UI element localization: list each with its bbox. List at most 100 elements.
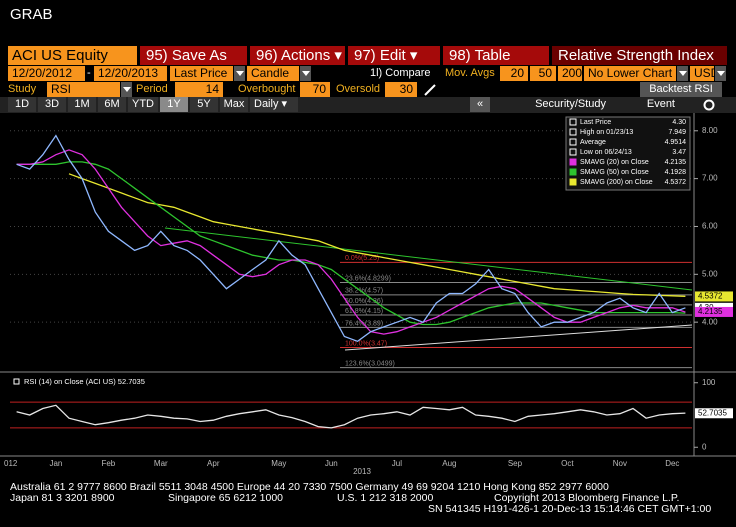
legend-value: 4.9514	[665, 139, 687, 146]
legend-box	[565, 116, 691, 191]
x-tick-label: Feb	[101, 459, 115, 468]
frequency-button[interactable]: Daily ▾	[250, 97, 298, 112]
y-tick-label: 6.00	[702, 222, 718, 231]
x-tick-label: Sep	[508, 459, 523, 468]
footer-line: Singapore 65 6212 1000	[168, 492, 284, 504]
table-button[interactable]: 98) Table	[443, 46, 550, 65]
x-tick-label: Apr	[207, 459, 220, 468]
oversold-label: Oversold	[336, 83, 381, 95]
range-button[interactable]: 1M	[68, 97, 96, 112]
range-button[interactable]: Max	[220, 97, 248, 112]
value-marker-label: 4.2135	[698, 307, 723, 316]
x-tick-label: Aug	[442, 459, 456, 468]
x-tick-label: Nov	[613, 459, 627, 468]
footer-line: Australia 61 2 9777 8600 Brazil 5511 304…	[10, 481, 609, 493]
window-title: GRAB	[10, 6, 53, 23]
footer-line: Copyright 2013 Bloomberg Finance L.P.	[494, 492, 680, 504]
legend-label: SMAVG (200) on Close	[580, 179, 653, 186]
mov-avg-field[interactable]: 200	[558, 66, 582, 81]
period-field[interactable]: 14	[175, 82, 223, 97]
legend-value: 4.5372	[665, 179, 687, 186]
mov-avg-field[interactable]: 20	[500, 66, 528, 81]
series-line	[16, 149, 686, 335]
x-tick-label: May	[271, 459, 286, 468]
dropdown-arrow[interactable]	[715, 66, 726, 81]
legend-label: Average	[580, 139, 606, 146]
chart-style[interactable]: Candle	[247, 66, 299, 81]
fib-label: 123.6%(3.0499)	[345, 360, 395, 367]
trend-line	[344, 324, 693, 351]
legend-swatch	[569, 148, 577, 156]
value-marker	[695, 291, 733, 302]
fib-label: 50.0%(4.36)	[345, 298, 383, 305]
security-field[interactable]: ACI US Equity	[8, 46, 137, 65]
legend-swatch	[569, 178, 577, 186]
footer-line: Japan 81 3 3201 8900	[10, 492, 115, 504]
x-tick-label: Oct	[561, 459, 574, 468]
y-tick-label: 7.00	[702, 174, 718, 183]
x-tick-label: Mar	[154, 459, 168, 468]
legend-swatch	[569, 118, 577, 126]
overbought-field[interactable]: 70	[300, 82, 330, 97]
security-study-button[interactable]: Security/Study	[500, 97, 620, 112]
x-tick-label: Jul	[392, 459, 402, 468]
y-tick-label: 8.00	[702, 126, 718, 135]
legend-label: SMAVG (20) on Close	[580, 159, 649, 166]
study-field[interactable]: RSI	[47, 82, 120, 97]
dropdown-arrow[interactable]	[234, 66, 245, 81]
price-field[interactable]: Last Price	[170, 66, 233, 81]
oversold-field[interactable]: 30	[385, 82, 417, 97]
rsi-title: RSI (14) on Close (ACI US) 52.7035	[24, 377, 145, 386]
trend-line	[164, 227, 693, 291]
footer-line: SN 541345 H191-426-1 20-Dec-13 15:14:46 …	[428, 503, 712, 515]
mov-avg-field[interactable]: 50	[530, 66, 556, 81]
currency[interactable]: USD	[690, 66, 719, 81]
x-tick-label: Dec	[665, 459, 679, 468]
date-separator: -	[87, 67, 91, 79]
y-tick-label: 5.00	[702, 269, 718, 278]
legend-value: 7.949	[668, 129, 686, 136]
settings-icon[interactable]	[702, 98, 716, 112]
legend-value: 4.1928	[665, 169, 687, 176]
footer-line: U.S. 1 212 318 2000	[337, 492, 434, 504]
range-button[interactable]: YTD	[128, 97, 158, 112]
x-tick-label: 012	[4, 459, 18, 468]
end-date[interactable]: 12/20/2013	[94, 66, 167, 81]
x-tick-label: Jun	[325, 459, 338, 468]
range-button[interactable]: 3D	[38, 97, 66, 112]
y-tick-label: 4.00	[702, 317, 718, 326]
legend-label: SMAVG (50) on Close	[580, 169, 649, 176]
dropdown-arrow[interactable]	[677, 66, 688, 81]
overbought-label: Overbought	[238, 83, 296, 95]
edit-button[interactable]: 97) Edit ▾	[348, 46, 441, 65]
year-label: 2013	[353, 467, 371, 476]
event-button[interactable]: Event	[625, 97, 695, 112]
range-button[interactable]: 1Y	[160, 97, 188, 112]
range-button[interactable]: 6M	[98, 97, 126, 112]
study-title: Relative Strength Index	[552, 46, 728, 65]
compare-button[interactable]: 1l) Compare	[370, 67, 431, 79]
range-button[interactable]: 1D	[8, 97, 36, 112]
backtest-button[interactable]: Backtest RSI	[640, 82, 722, 97]
legend-swatch	[569, 168, 577, 176]
dropdown-arrow[interactable]	[121, 82, 132, 97]
value-marker	[695, 408, 733, 419]
lower-chart[interactable]: No Lower Chart	[584, 66, 676, 81]
range-button[interactable]: 5Y	[190, 97, 218, 112]
collapse-button[interactable]: «	[470, 97, 490, 112]
period-label: Period	[136, 83, 168, 95]
pencil-icon[interactable]	[422, 82, 438, 97]
save-as-button[interactable]: 95) Save As	[140, 46, 248, 65]
legend-label: High on 01/23/13	[580, 129, 633, 136]
dropdown-arrow[interactable]	[300, 66, 311, 81]
fib-label: 100.0%(3.47)	[345, 340, 387, 347]
series-line	[68, 173, 686, 297]
legend-swatch	[569, 128, 577, 136]
actions-button[interactable]: 96) Actions ▾	[250, 46, 346, 65]
start-date[interactable]: 12/20/2012	[8, 66, 85, 81]
fib-label: 38.2%(4.57)	[345, 288, 383, 295]
legend-value: 4.30	[672, 119, 686, 126]
legend-swatch	[569, 158, 577, 166]
